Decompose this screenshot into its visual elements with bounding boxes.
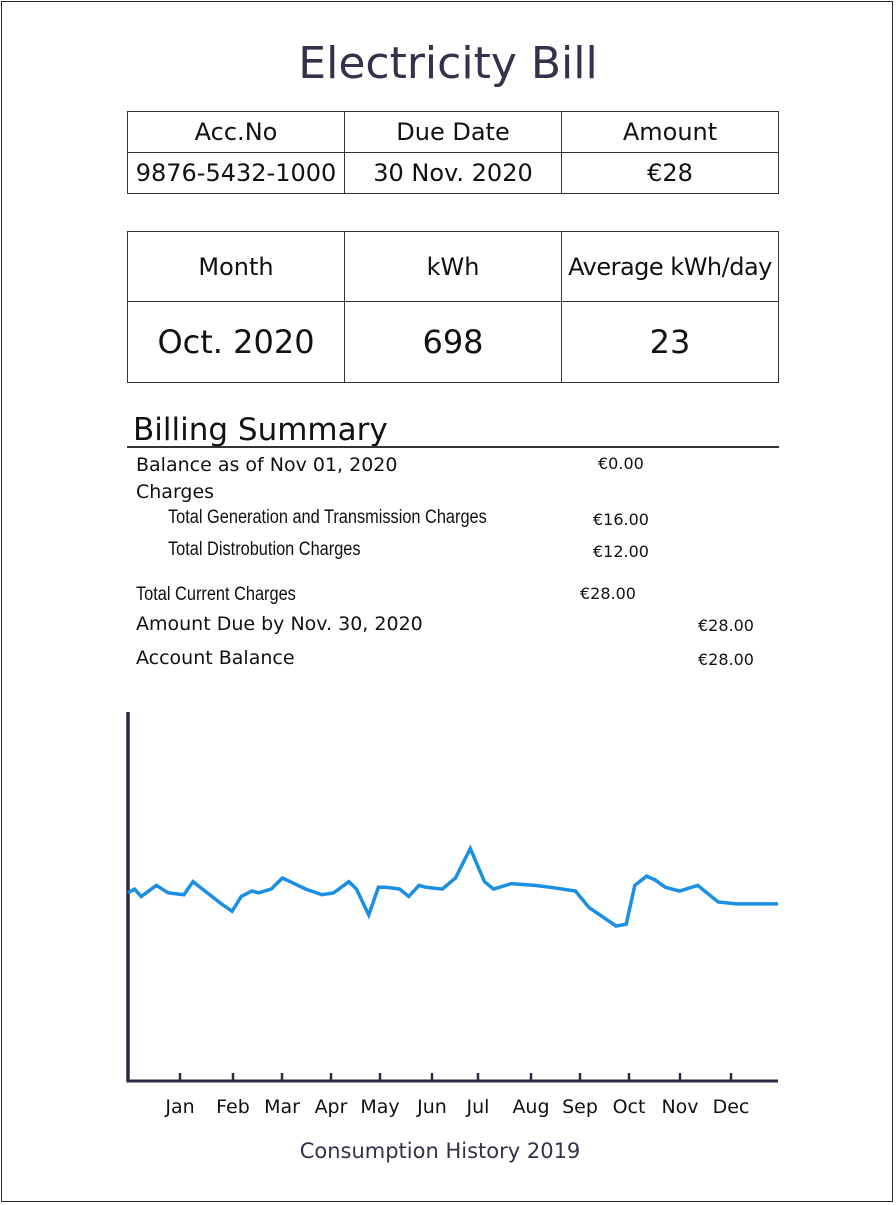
x-tick-label-dec: Dec <box>713 1096 750 1118</box>
month-header: Month <box>127 231 345 302</box>
account-balance-label: Account Balance <box>136 647 295 669</box>
x-tick-label-feb: Feb <box>216 1096 250 1118</box>
average-kwh-value: 23 <box>561 301 779 383</box>
generation-charges-amount: €16.00 <box>593 510 649 529</box>
usage-table-value-row: Oct. 2020 698 23 <box>127 301 779 383</box>
x-tick-label-sep: Sep <box>562 1096 598 1118</box>
x-tick-label-mar: Mar <box>264 1096 300 1118</box>
x-tick-label-apr: Apr <box>315 1096 348 1118</box>
x-tick-label-oct: Oct <box>613 1096 646 1118</box>
x-tick-label-jan: Jan <box>164 1096 194 1118</box>
account-table-value-row: 9876-5432-1000 30 Nov. 2020 €28 <box>127 152 779 194</box>
consumption-chart: Jan Feb Mar Apr May Jun Jul Aug Sep Oct Nov Dec <box>126 712 778 1118</box>
due-date-header: Due Date <box>344 111 562 153</box>
x-tick-label-aug: Aug <box>512 1096 549 1118</box>
balance-amount: €0.00 <box>598 454 644 473</box>
x-tick-label-jul: Jul <box>466 1096 490 1118</box>
consumption-series-line <box>127 844 778 928</box>
chart-x-tick-labels: Jan Feb Mar Apr May Jun Jul Aug Sep Oct Nov Dec <box>164 1096 749 1118</box>
distribution-charges-label: Total Distrobution Charges <box>168 539 361 560</box>
account-number-header: Acc.No <box>127 111 345 153</box>
account-table: Acc.No Due Date Amount 9876-5432-1000 30… <box>127 111 779 194</box>
account-balance-value: €28.00 <box>698 650 754 669</box>
distribution-charges-amount: €12.00 <box>593 542 649 561</box>
due-date-value: 30 Nov. 2020 <box>344 152 562 194</box>
generation-charges-label: Total Generation and Transmission Charge… <box>168 507 487 528</box>
x-tick-label-jun: Jun <box>416 1096 447 1118</box>
current-charges-amount: €28.00 <box>580 584 636 603</box>
usage-table-header-row: Month kWh Average kWh/day <box>127 231 779 302</box>
billing-summary-heading: Billing Summary <box>133 412 388 448</box>
chart-caption: Consumption History 2019 <box>299 1139 581 1163</box>
chart-x-ticks <box>178 1073 733 1081</box>
average-kwh-header: Average kWh/day <box>561 231 779 302</box>
kwh-value: 698 <box>344 301 562 383</box>
x-tick-label-may: May <box>360 1096 399 1118</box>
account-table-header-row: Acc.No Due Date Amount <box>127 111 779 153</box>
account-number-value: 9876-5432-1000 <box>127 152 345 194</box>
kwh-header: kWh <box>344 231 562 302</box>
amount-value: €28 <box>561 152 779 194</box>
billing-summary-divider <box>127 446 779 448</box>
usage-table: Month kWh Average kWh/day Oct. 2020 698 … <box>127 231 779 383</box>
bill-title: Electricity Bill <box>298 38 598 89</box>
balance-label: Balance as of Nov 01, 2020 <box>136 454 398 476</box>
charges-label: Charges <box>136 481 215 503</box>
amount-due-label: Amount Due by Nov. 30, 2020 <box>136 613 423 635</box>
amount-due-value: €28.00 <box>698 616 754 635</box>
month-value: Oct. 2020 <box>127 301 345 383</box>
current-charges-label: Total Current Charges <box>136 584 296 605</box>
x-tick-label-nov: Nov <box>661 1096 698 1118</box>
amount-header: Amount <box>561 111 779 153</box>
